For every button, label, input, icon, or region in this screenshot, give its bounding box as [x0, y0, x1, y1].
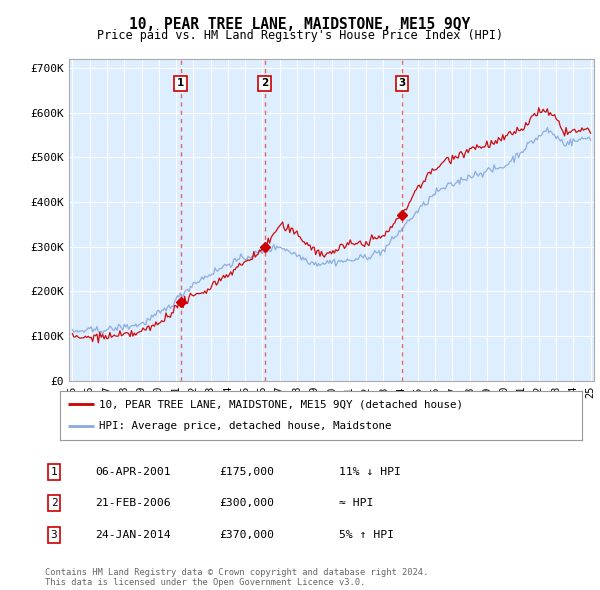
Text: 21-FEB-2006: 21-FEB-2006	[95, 499, 170, 508]
Text: £300,000: £300,000	[219, 499, 274, 508]
Text: Contains HM Land Registry data © Crown copyright and database right 2024.
This d: Contains HM Land Registry data © Crown c…	[45, 568, 428, 587]
Text: 3: 3	[398, 78, 406, 88]
Text: 1: 1	[177, 78, 184, 88]
Text: 2: 2	[50, 499, 58, 508]
Text: 5% ↑ HPI: 5% ↑ HPI	[339, 530, 394, 540]
Text: ≈ HPI: ≈ HPI	[339, 499, 373, 508]
Text: £175,000: £175,000	[219, 467, 274, 477]
Text: 1: 1	[50, 467, 58, 477]
Text: 10, PEAR TREE LANE, MAIDSTONE, ME15 9QY (detached house): 10, PEAR TREE LANE, MAIDSTONE, ME15 9QY …	[99, 399, 463, 409]
Text: £370,000: £370,000	[219, 530, 274, 540]
Text: 3: 3	[50, 530, 58, 540]
Text: 10, PEAR TREE LANE, MAIDSTONE, ME15 9QY: 10, PEAR TREE LANE, MAIDSTONE, ME15 9QY	[130, 17, 470, 32]
Text: HPI: Average price, detached house, Maidstone: HPI: Average price, detached house, Maid…	[99, 421, 392, 431]
Text: 2: 2	[261, 78, 268, 88]
Text: 24-JAN-2014: 24-JAN-2014	[95, 530, 170, 540]
Text: 11% ↓ HPI: 11% ↓ HPI	[339, 467, 401, 477]
Text: 06-APR-2001: 06-APR-2001	[95, 467, 170, 477]
Text: Price paid vs. HM Land Registry's House Price Index (HPI): Price paid vs. HM Land Registry's House …	[97, 29, 503, 42]
